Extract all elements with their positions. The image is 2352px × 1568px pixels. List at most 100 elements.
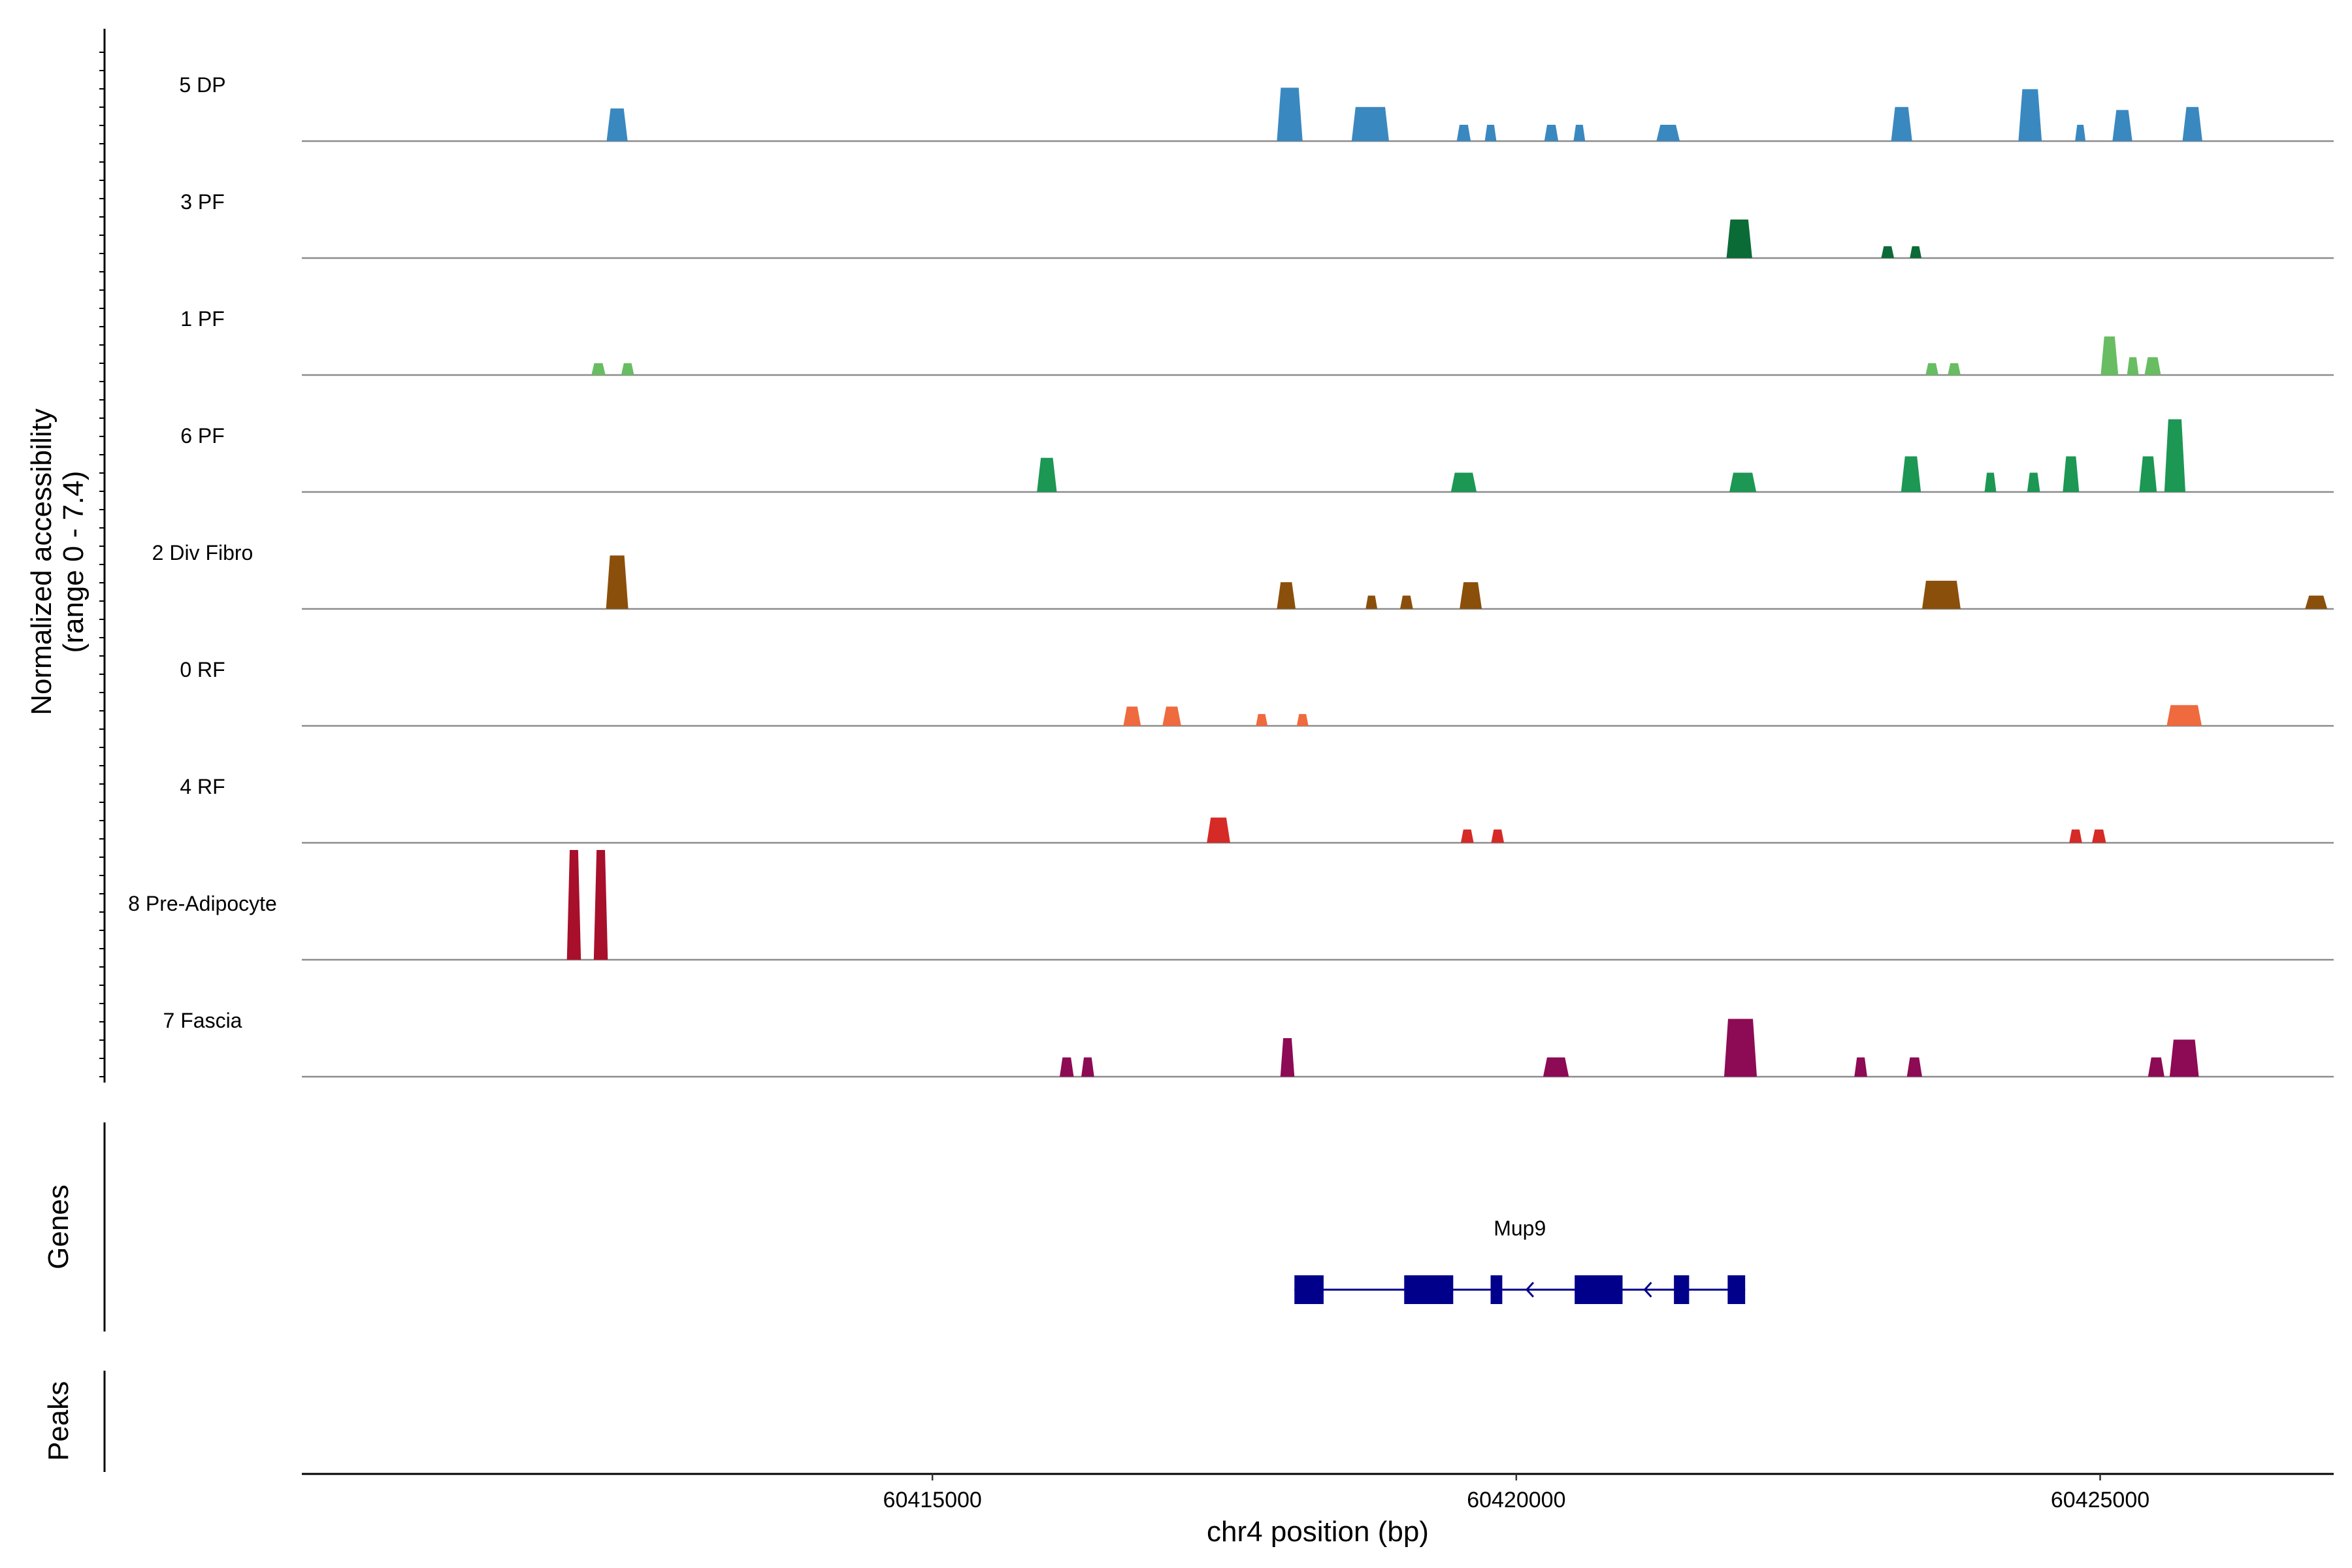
coverage-peak [1948, 363, 1961, 375]
y-axis-title: Normalized accessibility [25, 408, 57, 715]
coverage-peak [1460, 829, 1474, 843]
track-label: 3 PF [180, 190, 225, 214]
track-label: 6 PF [180, 424, 225, 448]
gene-exon [1404, 1275, 1454, 1304]
coverage-peak [2127, 357, 2139, 375]
coverage-peak [2075, 125, 2086, 141]
coverage-peak [1351, 106, 1390, 141]
genes-panel-label: Genes [42, 1184, 74, 1269]
coverage-peak [2164, 419, 2186, 492]
track-label: 1 PF [180, 307, 225, 331]
y-axis [99, 29, 106, 1083]
track-7: 8 Pre-Adipocyte [128, 850, 2334, 961]
track-label: 2 Div Fibro [152, 541, 253, 564]
coverage-peak [606, 108, 628, 141]
coverage-peak [1296, 713, 1309, 726]
track-3: 6 PF [180, 419, 2334, 493]
coverage-peak [1207, 817, 1230, 843]
coverage-peak [1081, 1057, 1094, 1077]
coverage-peak [2166, 705, 2202, 726]
coverage-peak [1726, 219, 1752, 258]
track-label: 0 RF [180, 658, 225, 681]
coverage-peak [1277, 88, 1303, 141]
coverage-peak [1400, 595, 1413, 609]
coverage-peak [2069, 829, 2082, 843]
strand-arrow-icon [1525, 1281, 1535, 1298]
track-label: 5 DP [179, 73, 225, 97]
track-0: 5 DP [179, 73, 2334, 142]
coverage-peak [2092, 829, 2106, 843]
coverage-peak [1921, 580, 1961, 609]
coverage-peak [1925, 363, 1938, 375]
gene-name-label: Mup9 [1494, 1217, 1546, 1240]
coverage-peak [1460, 582, 1482, 609]
coverage-tracks: 5 DP 3 PF 1 PF 6 PF 2 Div Fibro 0 RF 4 RF 8 Pre… [128, 73, 2334, 1078]
coverage-peak [1450, 472, 1477, 492]
coverage-peak [1573, 125, 1586, 141]
track-label: 8 Pre-Adipocyte [128, 892, 277, 915]
coverage-peak [606, 555, 629, 609]
x-axis-title: chr4 position (bp) [1207, 1516, 1429, 1548]
coverage-peak [2144, 357, 2161, 375]
coverage-peak [2305, 595, 2328, 609]
coverage-peak [1456, 125, 1471, 141]
coverage-peak [2027, 472, 2040, 492]
gene-model-mup9[interactable] [1294, 1275, 1746, 1304]
coverage-peak [1162, 706, 1181, 726]
coverage-peak [1037, 457, 1057, 492]
coverage-peak [1123, 706, 1141, 726]
coverage-peak [2063, 456, 2080, 492]
coverage-peak [2100, 336, 2119, 375]
coverage-peak [2139, 456, 2157, 492]
peaks-panel: Peaks [42, 1371, 106, 1472]
coverage-peak [2148, 1057, 2164, 1077]
coverage-peak [1901, 456, 1921, 492]
track-5: 0 RF [180, 658, 2334, 727]
gene-exon [1490, 1275, 1503, 1304]
coverage-peak [2182, 106, 2202, 141]
coverage-peak [1365, 595, 1378, 609]
x-axis: 60415000 60420000 60425000 [302, 1473, 2334, 1512]
coverage-peak [1724, 1019, 1757, 1077]
coverage-peak [1854, 1057, 1867, 1077]
coverage-peak [1491, 829, 1505, 843]
track-4: 2 Div Fibro [152, 541, 2334, 610]
coverage-peak [2112, 110, 2132, 141]
gene-exon [1674, 1275, 1690, 1304]
peaks-panel-label: Peaks [42, 1381, 74, 1461]
coverage-peak [1277, 582, 1296, 609]
coverage-peak [566, 850, 581, 960]
track-8: 7 Fascia [163, 1009, 2334, 1078]
coverage-peak [593, 850, 608, 960]
coverage-peak [1484, 125, 1497, 141]
x-tick-label: 60425000 [2051, 1488, 2149, 1512]
coverage-peak [1729, 472, 1757, 492]
coverage-peak [1984, 472, 1997, 492]
coverage-peak [1256, 713, 1268, 726]
y-axis-subtitle: (range 0 - 7.4) [57, 471, 90, 653]
track-1: 3 PF [180, 190, 2334, 259]
gene-exon [1727, 1275, 1746, 1304]
track-label: 4 RF [180, 775, 225, 798]
genes-panel: Genes Mup9 [42, 1122, 1746, 1331]
coverage-peak [2018, 89, 2042, 141]
track-label: 7 Fascia [163, 1009, 242, 1032]
coverage-peak [2169, 1039, 2199, 1077]
track-6: 4 RF [180, 775, 2334, 844]
gene-exon [1575, 1275, 1623, 1304]
coverage-peak [591, 363, 606, 375]
gene-exon [1294, 1275, 1324, 1304]
track-2: 1 PF [180, 307, 2334, 376]
coverage-peak [1059, 1057, 1074, 1077]
coverage-peak [1543, 1057, 1569, 1077]
coverage-peak [1544, 125, 1559, 141]
coverage-peak [1906, 1057, 1922, 1077]
coverage-peak [1910, 246, 1922, 258]
x-tick-label: 60415000 [883, 1488, 982, 1512]
coverage-peak [1656, 125, 1680, 141]
strand-arrow-icon [1643, 1281, 1652, 1298]
coverage-peak [1280, 1037, 1295, 1077]
coverage-peak [621, 363, 634, 375]
x-tick-label: 60420000 [1467, 1488, 1565, 1512]
